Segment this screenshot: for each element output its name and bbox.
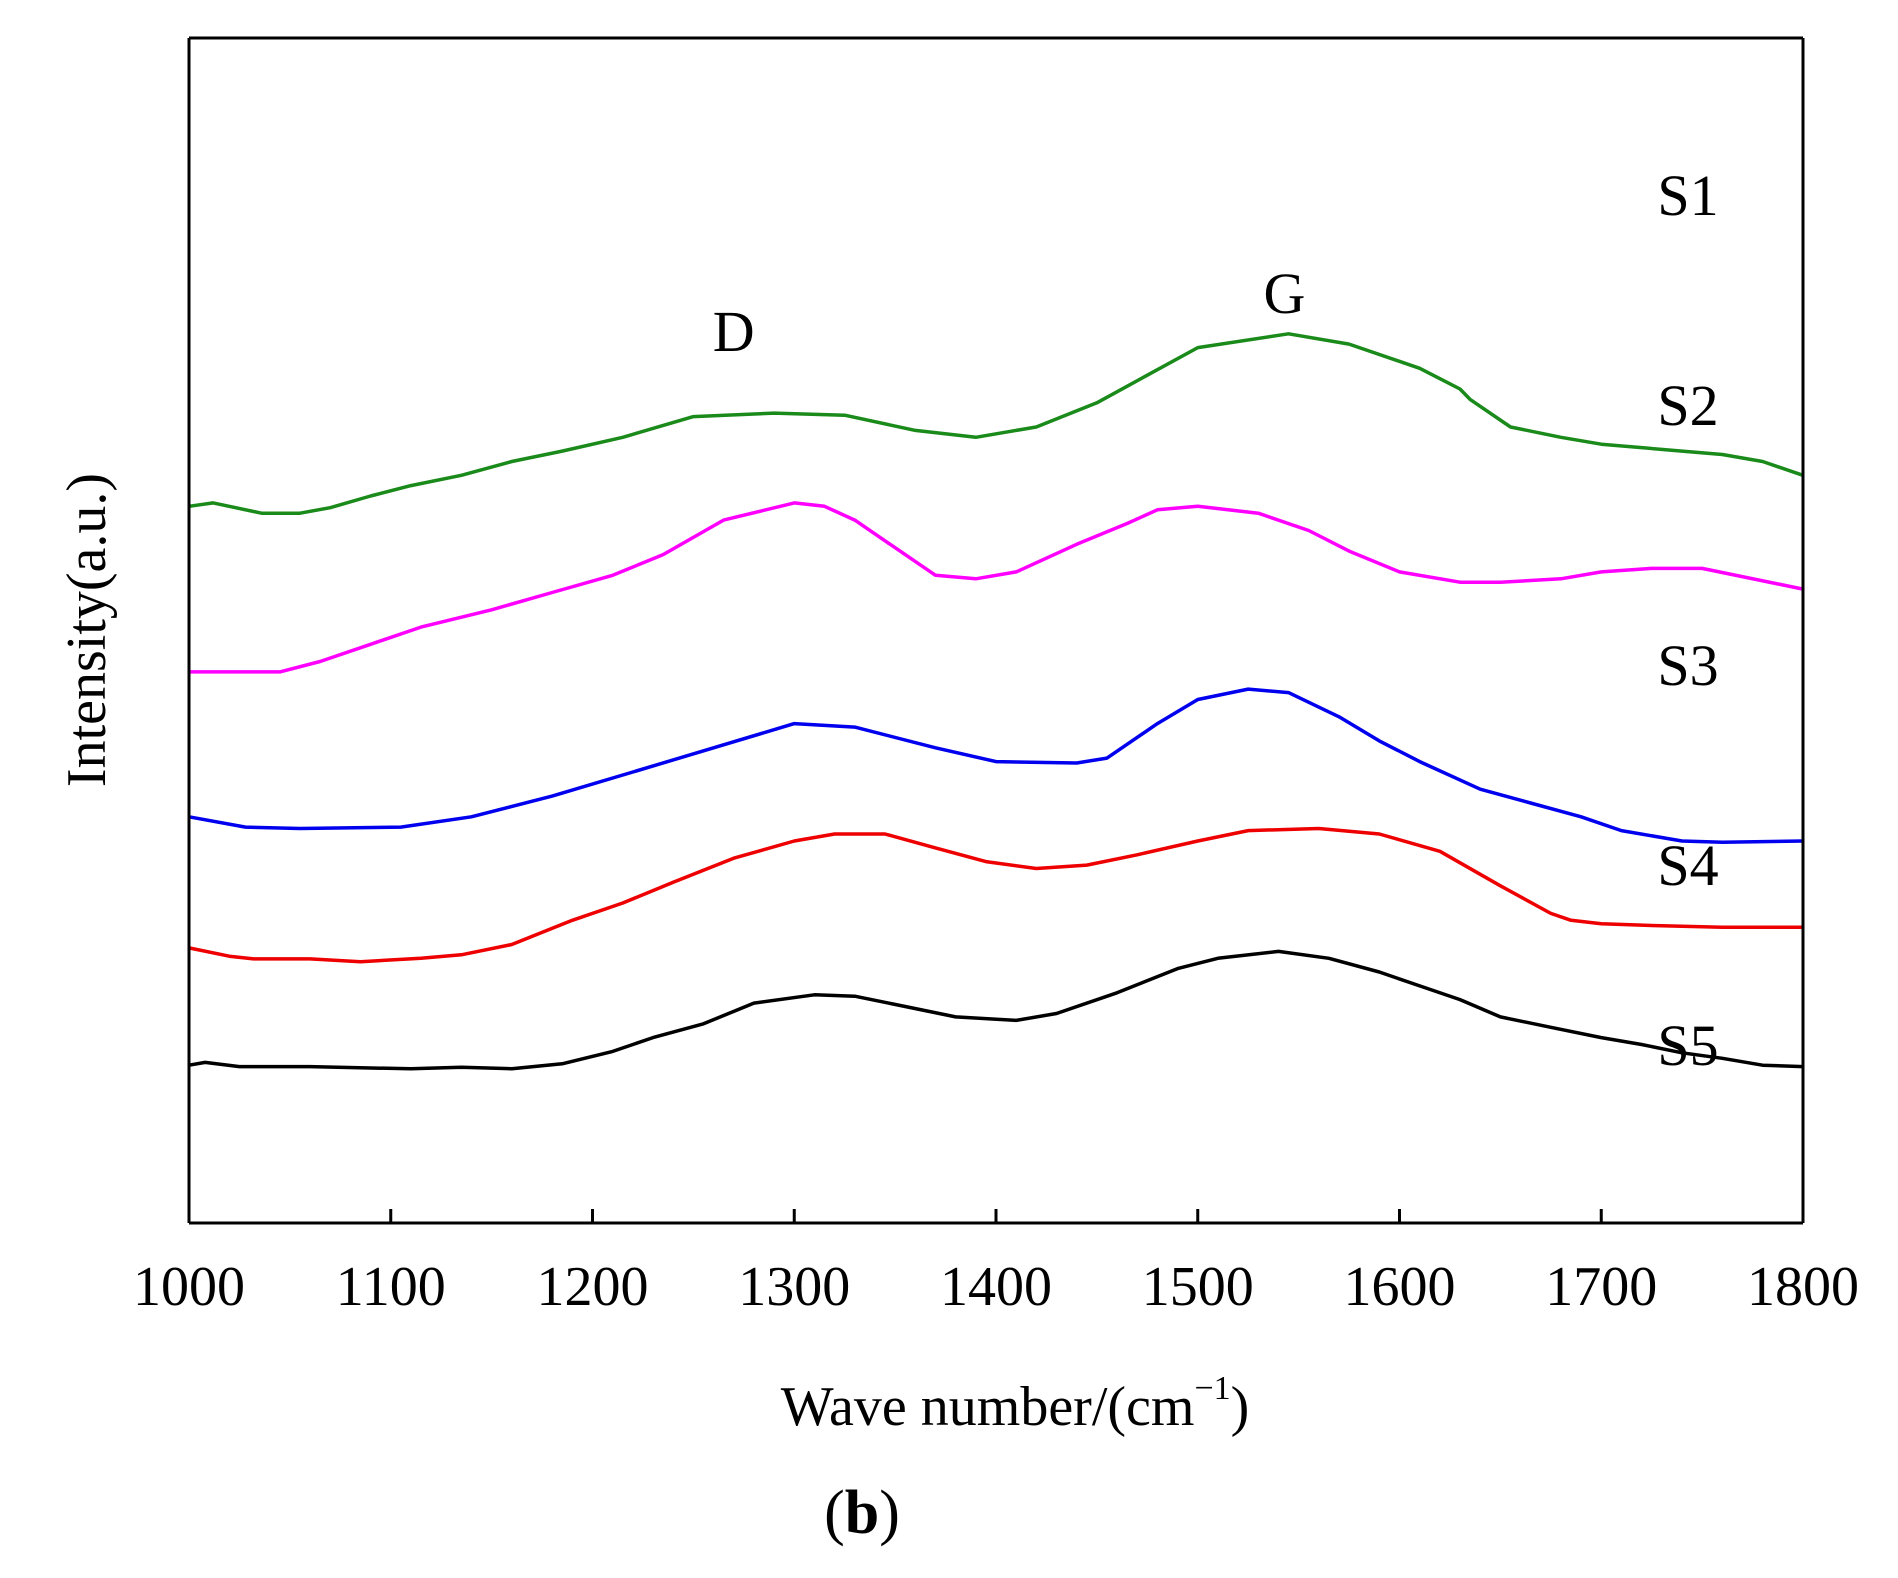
series-label-s2: S2 <box>1657 373 1718 438</box>
series-label-s3: S3 <box>1657 633 1718 698</box>
x-tick-label-1700: 1700 <box>1545 1256 1657 1318</box>
annotation-layer: DG <box>713 261 1306 364</box>
series-line-s1 <box>188 332 1804 515</box>
x-tick-label-1500: 1500 <box>1142 1256 1254 1318</box>
x-tick-label-1000: 1000 <box>133 1256 245 1318</box>
series-label-s1: S1 <box>1657 163 1718 228</box>
series-line-s3 <box>188 687 1804 845</box>
series-label-s4: S4 <box>1657 833 1718 898</box>
panel-label: (b) <box>824 1479 900 1547</box>
series-label-layer: S1 S2 S3 S4 S5 <box>1657 163 1718 1078</box>
series-layer <box>188 332 1804 1071</box>
x-tick-label-1300: 1300 <box>738 1256 850 1318</box>
x-tick-label-1400: 1400 <box>940 1256 1052 1318</box>
x-tick-label-1800: 1800 <box>1747 1256 1859 1318</box>
x-tick-label-1100: 1100 <box>336 1256 446 1318</box>
peak-label-d: D <box>713 299 755 364</box>
x-tick-label-1200: 1200 <box>537 1256 649 1318</box>
peak-label-g: G <box>1264 261 1306 326</box>
series-line-s5 <box>188 949 1804 1071</box>
series-line-s2 <box>189 501 1804 674</box>
y-axis-label: Intensity(a.u.) <box>56 473 118 787</box>
x-tick-layer: 1000 1100 1200 1300 1400 1500 1600 1700 1800 <box>133 1209 1859 1318</box>
series-label-s5: S5 <box>1657 1013 1718 1078</box>
x-tick-label-1600: 1600 <box>1344 1256 1456 1318</box>
series-line-s4 <box>188 826 1803 964</box>
x-axis-label: Wave number/(cm−1) <box>781 1370 1250 1438</box>
